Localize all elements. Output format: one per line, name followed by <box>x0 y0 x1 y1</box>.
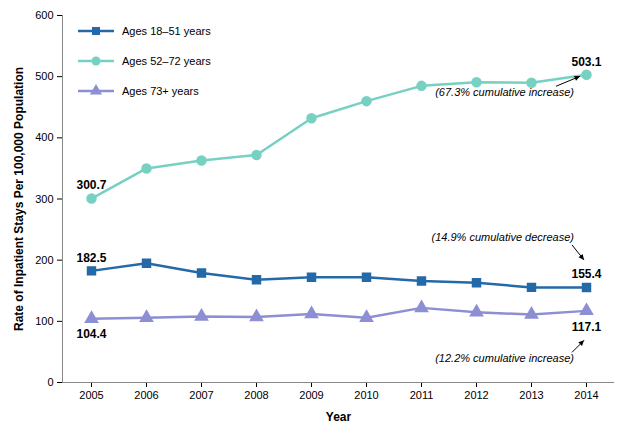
svg-text:(12.2% cumulative increase): (12.2% cumulative increase) <box>435 352 574 364</box>
svg-text:503.1: 503.1 <box>571 55 601 69</box>
svg-text:2010: 2010 <box>354 389 378 401</box>
svg-text:155.4: 155.4 <box>571 267 601 281</box>
svg-text:500: 500 <box>35 70 53 82</box>
svg-text:117.1: 117.1 <box>572 320 602 334</box>
svg-text:0: 0 <box>47 376 53 388</box>
svg-text:2008: 2008 <box>244 389 268 401</box>
svg-text:100: 100 <box>35 315 53 327</box>
html-text:Ages 52–72 years: Ages 52–72 years <box>122 55 211 67</box>
svg-text:Rate of Inpatient Stays Per 10: Rate of Inpatient Stays Per 100,000 Popu… <box>12 67 26 331</box>
svg-text:300: 300 <box>35 193 53 205</box>
svg-text:2011: 2011 <box>410 389 434 401</box>
svg-text:2009: 2009 <box>299 389 323 401</box>
svg-text:600: 600 <box>35 9 53 21</box>
svg-text:Year: Year <box>326 410 352 424</box>
svg-text:300.7: 300.7 <box>76 178 106 192</box>
svg-text:2007: 2007 <box>189 389 213 401</box>
svg-text:2013: 2013 <box>519 389 543 401</box>
svg-text:2012: 2012 <box>464 389 488 401</box>
html-text:Ages 73+ years: Ages 73+ years <box>122 85 199 97</box>
svg-text:2006: 2006 <box>134 389 158 401</box>
svg-text:2014: 2014 <box>574 389 598 401</box>
svg-text:2005: 2005 <box>79 389 103 401</box>
svg-text:400: 400 <box>35 131 53 143</box>
svg-text:(67.3% cumulative increase): (67.3% cumulative increase) <box>435 86 574 98</box>
svg-text:(14.9% cumulative decrease): (14.9% cumulative decrease) <box>432 231 575 243</box>
html-text:Ages 18–51 years: Ages 18–51 years <box>122 25 211 37</box>
svg-text:104.4: 104.4 <box>76 327 106 341</box>
svg-text:182.5: 182.5 <box>76 251 106 265</box>
svg-text:200: 200 <box>35 254 53 266</box>
